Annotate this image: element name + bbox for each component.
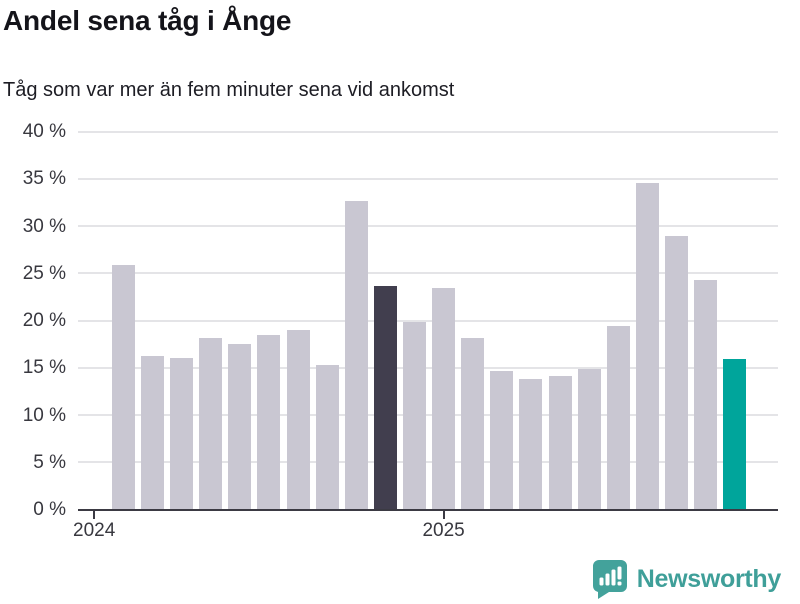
x-axis-line <box>78 508 778 511</box>
y-axis-label: 30 % <box>22 215 66 237</box>
bar <box>490 370 514 510</box>
bar <box>461 337 485 510</box>
gridline <box>78 177 778 180</box>
chart-subtitle: Tåg som var mer än fem minuter sena vid … <box>3 79 455 101</box>
bar <box>519 379 543 510</box>
y-axis-label: 40 % <box>22 121 66 142</box>
gridline <box>78 366 778 369</box>
bar <box>548 376 572 510</box>
bar <box>170 358 194 510</box>
gridline <box>78 414 778 416</box>
y-axis-label: 15 % <box>22 357 66 379</box>
x-axis-label: 2025 <box>422 519 465 541</box>
bar <box>577 368 601 510</box>
bar <box>432 288 456 510</box>
x-axis-tick <box>93 511 96 519</box>
newsworthy-chart-bubble-icon <box>592 559 628 599</box>
gridline <box>78 225 778 227</box>
x-axis-label: 2024 <box>73 519 116 541</box>
y-axis-label: 0 % <box>33 499 66 520</box>
y-axis-label: 20 % <box>22 310 66 331</box>
bar <box>257 334 281 510</box>
bar <box>286 329 310 510</box>
newsworthy-wordmark: Newsworthy <box>636 565 782 593</box>
x-axis-tick <box>442 511 445 519</box>
bar <box>606 326 630 510</box>
bar <box>140 356 164 510</box>
bar <box>373 286 397 510</box>
y-axis-label: 10 % <box>22 404 66 426</box>
chart-title: Andel sena tåg i Ånge <box>3 5 292 36</box>
bar <box>228 344 252 510</box>
bar <box>199 338 223 510</box>
bar <box>111 264 135 510</box>
gridline <box>78 319 778 322</box>
bar <box>403 322 426 510</box>
newsworthy-logo[interactable]: Newsworthy <box>592 559 781 599</box>
bar <box>344 201 368 510</box>
bar <box>635 183 659 510</box>
bar <box>723 359 747 510</box>
y-axis-label: 25 % <box>22 262 66 284</box>
bar <box>315 364 339 510</box>
y-axis-label: 5 % <box>33 451 66 473</box>
y-axis-label: 35 % <box>22 168 66 190</box>
gridline <box>78 272 778 275</box>
gridline <box>78 461 778 464</box>
bar <box>694 279 718 510</box>
gridline <box>78 130 778 133</box>
bar <box>665 236 689 510</box>
